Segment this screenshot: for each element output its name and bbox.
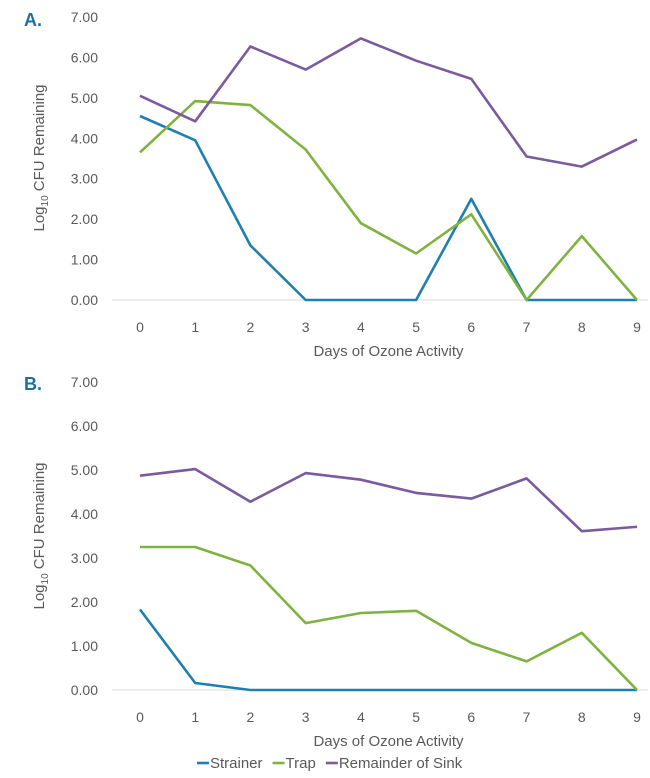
- y-axis-title-rest: CFU Remaining: [31, 462, 48, 573]
- legend-label: Trap: [286, 755, 316, 772]
- x-tick-label: 2: [247, 319, 255, 335]
- y-tick-label: 2.00: [71, 594, 98, 610]
- y-axis-title-rest: CFU Remaining: [31, 84, 48, 195]
- y-axis-title-main: Log: [31, 206, 48, 231]
- y-axis-title-subscript: 10: [40, 195, 51, 207]
- x-axis-title: Days of Ozone Activity: [313, 343, 464, 360]
- panel-label: A.: [24, 10, 42, 30]
- x-tick-label: 5: [412, 319, 420, 335]
- x-tick-label: 4: [357, 319, 365, 335]
- y-axis-title-main: Log: [31, 584, 48, 609]
- y-tick-label: 7.00: [71, 374, 98, 390]
- y-tick-label: 0.00: [71, 682, 98, 698]
- y-tick-label: 4.00: [71, 506, 98, 522]
- x-tick-label: 0: [136, 319, 144, 335]
- x-tick-label: 9: [633, 319, 641, 335]
- x-tick-label: 6: [467, 319, 475, 335]
- series-line-strainer: [139, 114, 637, 302]
- x-tick-label: 1: [191, 319, 199, 335]
- y-axis-title: Log10 CFU Remaining: [31, 462, 51, 609]
- x-tick-label: 6: [467, 709, 475, 725]
- x-axis-title: Days of Ozone Activity: [313, 733, 464, 750]
- x-tick-label: 8: [578, 319, 586, 335]
- series-line-trap: [139, 99, 638, 302]
- chart-panel-b: B. 0.00 1.00 2.00 3.00 4.00 5.00 6.00 7.00 0 1 2 3 4 5…: [24, 374, 648, 750]
- y-tick-label: 3.00: [71, 550, 98, 566]
- y-tick-label: 1.00: [71, 252, 98, 268]
- x-tick-label: 7: [523, 319, 531, 335]
- chart-panel-a: A. 0.00 1.00 2.00 3.00 4.00 5.00 6.00 7.00 0 1 2 3 4 5…: [24, 9, 648, 360]
- series-line-trap: [140, 545, 638, 691]
- series-line-strainer: [138, 608, 637, 692]
- chart-legend: Strainer Trap Remainder of Sink: [197, 755, 463, 772]
- panel-label: B.: [24, 374, 42, 394]
- x-tick-label: 1: [191, 709, 199, 725]
- y-tick-label: 6.00: [71, 49, 98, 65]
- x-tick-label: 7: [523, 709, 531, 725]
- y-axis-title: Log10 CFU Remaining: [31, 84, 51, 231]
- series-line-remainder-of-sink: [139, 37, 638, 168]
- x-tick-label: 2: [247, 709, 255, 725]
- y-tick-label: 7.00: [71, 9, 98, 25]
- x-tick-label: 4: [357, 709, 365, 725]
- y-tick-label: 4.00: [71, 130, 98, 146]
- y-tick-label: 5.00: [71, 462, 98, 478]
- y-tick-label: 0.00: [71, 292, 98, 308]
- x-tick-label: 9: [633, 709, 641, 725]
- y-tick-label: 3.00: [71, 171, 98, 187]
- y-tick-label: 1.00: [71, 638, 98, 654]
- y-axis-title-subscript: 10: [40, 573, 51, 585]
- x-tick-label: 3: [302, 709, 310, 725]
- y-tick-label: 5.00: [71, 90, 98, 106]
- series-line-remainder-of-sink: [139, 467, 638, 533]
- legend-label: Strainer: [210, 755, 263, 772]
- x-tick-label: 8: [578, 709, 586, 725]
- legend-label: Remainder of Sink: [339, 755, 463, 772]
- x-tick-label: 3: [302, 319, 310, 335]
- y-tick-label: 6.00: [71, 418, 98, 434]
- x-tick-label: 5: [412, 709, 420, 725]
- x-tick-label: 0: [136, 709, 144, 725]
- y-tick-label: 2.00: [71, 211, 98, 227]
